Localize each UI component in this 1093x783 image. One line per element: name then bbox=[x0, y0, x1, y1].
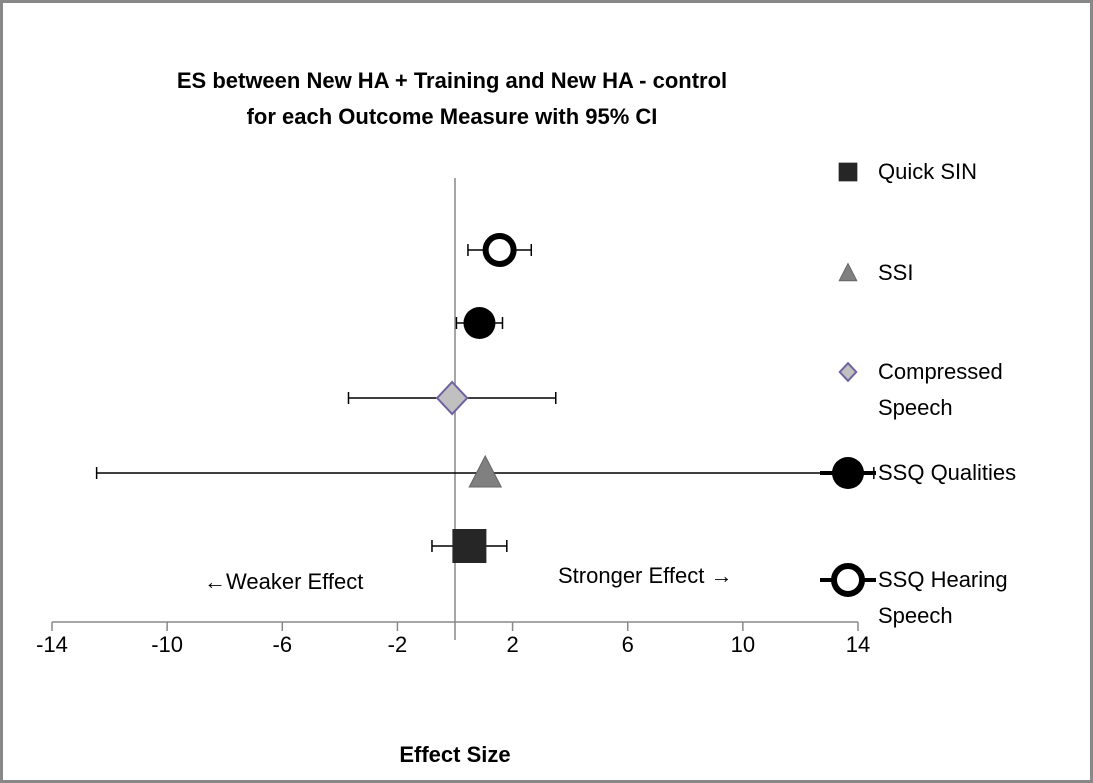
legend-marker bbox=[838, 162, 858, 182]
x-tick-label: -14 bbox=[36, 632, 68, 657]
x-tick-label: 6 bbox=[622, 632, 634, 657]
point bbox=[435, 380, 469, 416]
legend-label: Compressed Speech bbox=[878, 359, 1003, 420]
x-tick-label: 14 bbox=[846, 632, 870, 657]
annotation: ←Weaker Effect bbox=[204, 569, 363, 594]
x-tick-label: -6 bbox=[273, 632, 293, 657]
point bbox=[463, 307, 496, 339]
x-tick-label: 2 bbox=[506, 632, 518, 657]
x-tick-label: 10 bbox=[731, 632, 755, 657]
legend-label: SSQ Qualities bbox=[878, 460, 1017, 485]
legend-marker bbox=[838, 361, 858, 383]
point bbox=[482, 233, 517, 267]
legend-marker bbox=[832, 457, 864, 489]
x-tick-label: -10 bbox=[151, 632, 183, 657]
point bbox=[452, 529, 487, 563]
x-axis-label: Effect Size bbox=[399, 742, 510, 767]
legend-marker bbox=[831, 563, 865, 597]
point bbox=[468, 454, 503, 488]
chart-title: for each Outcome Measure with 95% CI bbox=[247, 104, 658, 129]
annotation: Stronger Effect → bbox=[558, 563, 732, 588]
legend-marker bbox=[838, 262, 858, 282]
x-tick-label: -2 bbox=[388, 632, 408, 657]
chart-title: ES between New HA + Training and New HA … bbox=[177, 68, 727, 93]
legend-label: SSI bbox=[878, 260, 914, 285]
legend-label: SSQ Hearing Speech bbox=[878, 567, 1008, 628]
legend-label: Quick SIN bbox=[878, 159, 978, 184]
